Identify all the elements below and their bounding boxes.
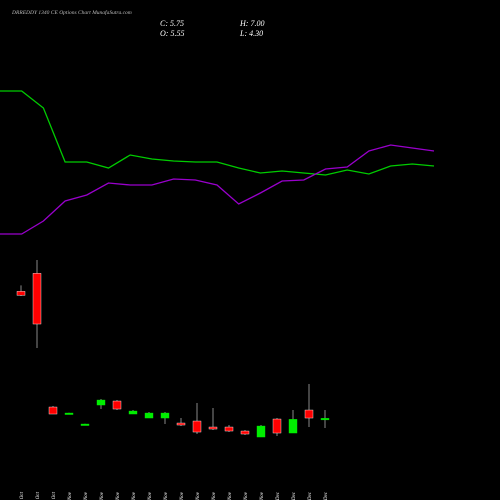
candle-body: [320, 418, 330, 421]
x-tick-label: 06 Nov: [68, 491, 73, 500]
candle-body: [144, 412, 154, 419]
candle-body: [256, 425, 266, 438]
candle-body: [16, 291, 26, 296]
close-text: C: 5.75: [160, 19, 184, 28]
candle-body: [80, 423, 90, 426]
x-tick-label: 25 Nov: [212, 491, 217, 500]
chart-title: DRREDDY 1340 CE Options Chart MunafaSutr…: [11, 9, 132, 16]
candle-body: [224, 426, 234, 432]
x-tick-label: 18 Nov: [132, 491, 137, 500]
candle-body: [240, 430, 250, 435]
x-tick-label: 03 Dec: [308, 491, 313, 500]
candle-body: [208, 426, 218, 430]
x-tick-label: 24 Nov: [196, 491, 201, 500]
x-tick-label: 30 Oct: [52, 491, 57, 500]
x-tick-label: 27 Oct: [20, 491, 25, 500]
x-tick-label: 20 Nov: [164, 491, 169, 500]
x-tick-label: 29 Oct: [36, 491, 41, 500]
open-text: O: 5.55: [160, 29, 184, 38]
x-tick-label: 02 Dec: [292, 491, 297, 500]
indicator-line: [0, 144, 435, 235]
x-tick-label: 14 Nov: [100, 491, 105, 500]
x-tick-label: 28 Nov: [260, 491, 265, 500]
candle-body: [304, 409, 314, 419]
x-tick-label: 01 Dec: [276, 491, 281, 500]
candle-body: [192, 420, 202, 433]
candle-body: [160, 412, 170, 419]
x-tick-label: 04 Dec: [324, 491, 329, 500]
candle-body: [32, 273, 42, 325]
indicator-line: [0, 90, 435, 176]
candle-body: [48, 406, 58, 415]
candle-body: [288, 419, 298, 434]
x-tick-label: 27 Nov: [244, 491, 249, 500]
candle-body: [176, 422, 186, 426]
candle-body: [112, 400, 122, 410]
candle-body: [272, 418, 282, 434]
low-text: L: 4.30: [239, 29, 263, 38]
candle-body: [96, 399, 106, 406]
candle-body: [128, 410, 138, 415]
x-tick-label: 26 Nov: [228, 491, 233, 500]
high-text: H: 7.00: [239, 19, 264, 28]
x-tick-label: 17 Nov: [116, 491, 121, 500]
x-tick-label: 12 Nov: [84, 491, 89, 500]
x-tick-label: 21 Nov: [180, 491, 185, 500]
x-tick-label: 19 Nov: [148, 491, 153, 500]
candle-body: [64, 412, 74, 415]
